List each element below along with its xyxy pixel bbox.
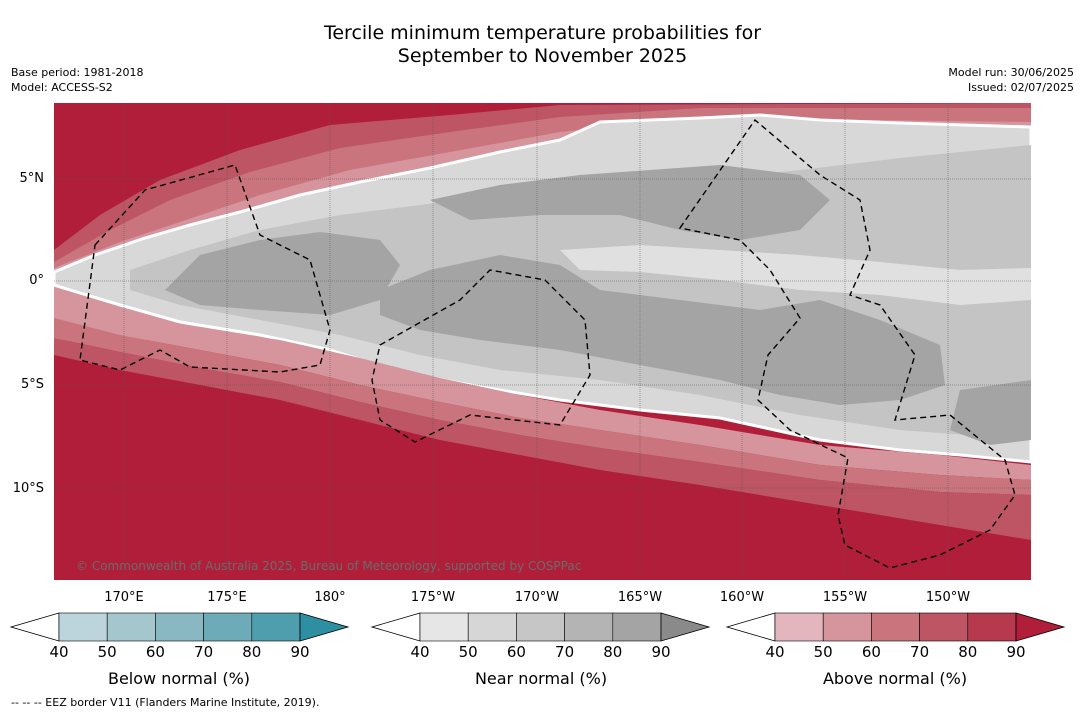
near-colorbar-bin — [612, 612, 662, 642]
below-colorbar-bin — [58, 612, 108, 642]
above-band-70-south — [54, 338, 1031, 540]
above-colorbar-bin — [967, 612, 1017, 642]
base-period: Base period: 1981-2018 — [11, 66, 144, 79]
above-colorbar-bin — [871, 612, 920, 642]
lat-tick-5s: 5°S — [20, 377, 44, 392]
above-colorbar-tick: 50 — [813, 643, 833, 661]
meta-right: Model run: 30/06/2025 Issued: 02/07/2025 — [948, 65, 1074, 95]
below-normal-label: Below normal (%) — [107, 669, 251, 688]
graticule — [54, 103, 1031, 580]
below-colorbar-bin — [251, 612, 301, 642]
below-colorbar-tick: 70 — [194, 643, 214, 661]
below-colorbar-tick: 50 — [97, 643, 117, 661]
below-colorbar-tick: 40 — [49, 643, 69, 661]
near-normal-70-patch-east — [950, 380, 1031, 445]
above-colorbar-upper-extend — [1015, 612, 1066, 642]
near-colorbar-tick: 90 — [651, 643, 671, 661]
near-colorbar-tick: 70 — [555, 643, 575, 661]
lon-tick-160w: 160°W — [719, 590, 765, 605]
near-colorbar-tick: 80 — [603, 643, 623, 661]
lon-tick-170e: 170°E — [104, 590, 144, 605]
near-colorbar-bin — [419, 612, 469, 642]
below-colorbar-lower-extend — [9, 612, 60, 642]
above-colorbar-tick: 90 — [1006, 643, 1026, 661]
near-colorbar-lower-extend — [370, 612, 421, 642]
near-normal-70-patch-west — [165, 232, 400, 315]
eez-footnote: -- -- -- EEZ border V11 (Flanders Marine… — [11, 696, 320, 709]
colorbars — [9, 612, 1066, 642]
lon-tick-175e: 175°E — [207, 590, 247, 605]
above-colorbar-lower-extend — [725, 612, 776, 642]
near-colorbar-bin — [467, 612, 517, 642]
above-colorbar-bin — [774, 612, 824, 642]
above-colorbar-tick: 80 — [958, 643, 978, 661]
above-band-60-south — [54, 318, 1031, 495]
model-run: Model run: 30/06/2025 — [948, 66, 1074, 79]
eez-border-tokelau — [371, 269, 591, 443]
above-colorbar-tick: 70 — [910, 643, 930, 661]
near-colorbar-bin — [516, 612, 565, 642]
near-colorbar-tick: 40 — [410, 643, 430, 661]
above-colorbar-tick: 40 — [765, 643, 785, 661]
near-normal-50-patch — [560, 245, 1031, 305]
near-normal-70-patch-north — [430, 165, 830, 240]
lon-tick-155w: 155°W — [822, 590, 868, 605]
below-colorbar-bin — [106, 612, 156, 642]
below-colorbar-tick: 80 — [242, 643, 262, 661]
near-colorbar-upper-extend — [660, 612, 711, 642]
below-colorbar-bin — [203, 612, 253, 642]
above-colorbar-bin — [822, 612, 872, 642]
lon-tick-180: 180° — [314, 590, 346, 605]
below-colorbar-tick: 60 — [145, 643, 165, 661]
near-normal-label: Near normal (%) — [474, 669, 608, 688]
lat-tick-5n: 5°N — [19, 171, 45, 186]
lon-tick-170w: 170°W — [514, 590, 560, 605]
meta-left: Base period: 1981-2018 Model: ACCESS-S2 — [11, 65, 143, 95]
lon-tick-175w: 175°W — [410, 590, 456, 605]
lon-tick-150w: 150°W — [925, 590, 971, 605]
lon-tick-165w: 165°W — [617, 590, 663, 605]
title-line-2: September to November 2025 — [397, 45, 688, 67]
near-colorbar-tick: 50 — [458, 643, 478, 661]
below-colorbar-upper-extend — [299, 612, 350, 642]
map-field — [54, 103, 1031, 580]
issued-date: Issued: 02/07/2025 — [967, 81, 1074, 94]
near-colorbar-bin — [564, 612, 614, 642]
above-band-50-south — [54, 290, 1031, 480]
below-colorbar-tick: 90 — [290, 643, 310, 661]
near-colorbar-tick: 60 — [506, 643, 526, 661]
lat-tick-10s: 10°S — [12, 481, 44, 496]
title-line-1: Tercile minimum temperature probabilitie… — [323, 22, 762, 44]
above-colorbar-bin — [919, 612, 969, 642]
above-normal-label: Above normal (%) — [822, 669, 968, 688]
model-name: Model: ACCESS-S2 — [11, 81, 113, 94]
below-colorbar-bin — [155, 612, 204, 642]
near-normal-70-band-central — [380, 255, 945, 405]
above-colorbar-tick: 60 — [861, 643, 881, 661]
eez-border-kiribati-line — [678, 118, 1016, 569]
map-title: Tercile minimum temperature probabilitie… — [0, 22, 1085, 68]
copyright-credit: © Commonwealth of Australia 2025, Bureau… — [76, 559, 582, 573]
lat-tick-0: 0° — [29, 273, 44, 288]
